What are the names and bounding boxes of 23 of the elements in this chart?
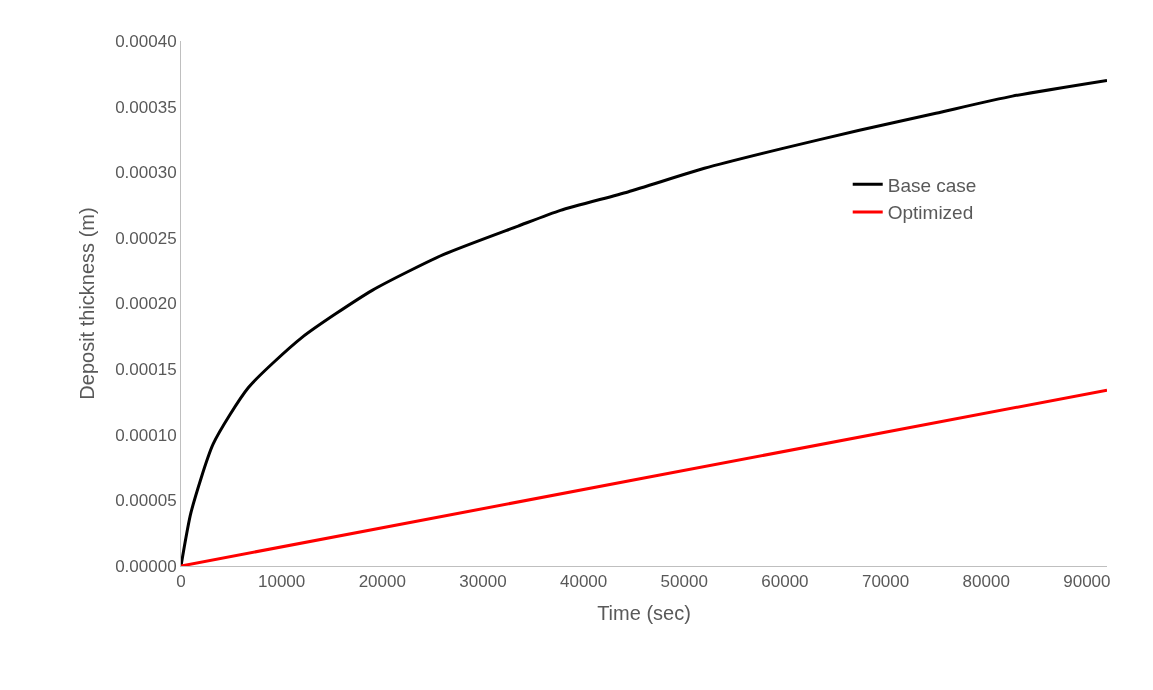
- y-tick-label: 0.00010: [115, 425, 177, 445]
- x-tick-label: 90000: [1063, 572, 1111, 592]
- y-tick-label: 0.00035: [115, 97, 177, 117]
- legend-label: Base case: [887, 174, 977, 196]
- x-tick-label: 30000: [459, 572, 507, 592]
- x-tick-label: 20000: [358, 572, 406, 592]
- x-tick-label: 0: [176, 572, 186, 592]
- x-tick-label: 80000: [962, 572, 1010, 592]
- y-axis-title: Deposit thickness (m): [75, 207, 98, 400]
- x-tick-label: 60000: [761, 572, 809, 592]
- y-tick-label: 0.00025: [115, 228, 177, 248]
- x-tick-label: 40000: [559, 572, 608, 592]
- x-tick-label: 50000: [660, 572, 708, 592]
- y-tick-label: 0.00015: [115, 360, 177, 380]
- y-tick-label: 0.00020: [115, 294, 177, 314]
- x-tick-label: 10000: [258, 572, 306, 592]
- y-tick-label: 0.00005: [115, 491, 177, 511]
- x-tick-label: 70000: [861, 572, 910, 592]
- y-tick-label: 0.00040: [115, 31, 177, 51]
- x-axis-title: Time (sec): [597, 601, 691, 624]
- y-tick-label: 0.00030: [115, 163, 177, 183]
- y-tick-label: 0.00000: [115, 556, 177, 576]
- legend-label: Optimized: [887, 202, 974, 224]
